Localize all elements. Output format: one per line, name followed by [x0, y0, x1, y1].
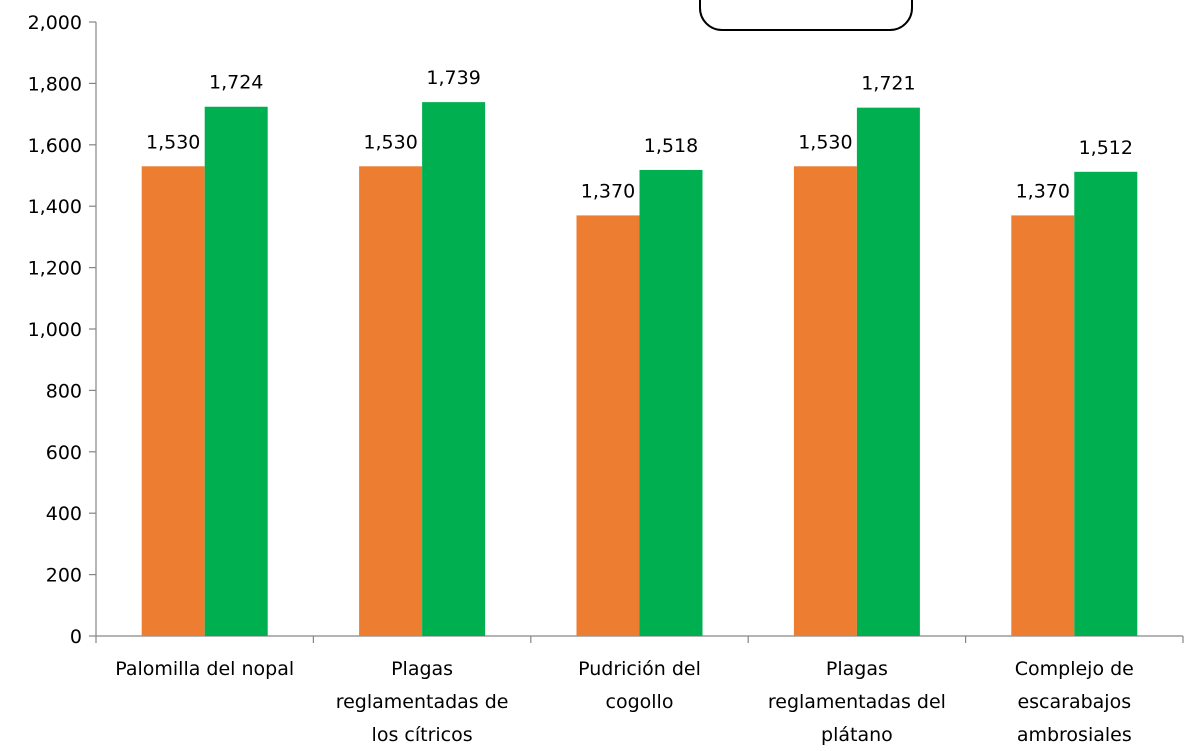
bar-data-label: 1,739 — [426, 67, 480, 89]
bar-series-2 — [1074, 171, 1138, 637]
bar-data-label: 1,724 — [209, 72, 263, 94]
y-tick-label: 1,200 — [28, 258, 82, 280]
y-tick-label: 2,000 — [28, 12, 82, 34]
bar-data-label: 1,721 — [861, 73, 915, 95]
bars — [141, 102, 1138, 637]
bar-data-label: 1,370 — [1016, 180, 1070, 202]
bar-data-label: 1,530 — [146, 131, 200, 153]
bar-series-1 — [141, 166, 205, 637]
y-axis: 0 200 400 600 800 1,000 1,200 1,400 1,600 1,800 2,… — [28, 12, 97, 648]
y-tick-label: 1,400 — [28, 196, 82, 218]
bar-series-2 — [639, 169, 703, 636]
y-tick-label: 1,600 — [28, 135, 82, 157]
x-category-label: Plagas reglamentadas del plátano — [768, 658, 946, 746]
bar-series-2 — [204, 106, 268, 637]
y-tick-label: 400 — [46, 503, 82, 525]
bar-data-label: 1,518 — [644, 135, 698, 157]
bar-data-label: 1,370 — [581, 180, 635, 202]
bar-data-label: 1,512 — [1079, 137, 1133, 159]
legend-box — [699, 0, 913, 31]
category-labels: Palomilla del nopal Plagas reglamentadas d… — [115, 658, 1134, 746]
bar-series-1 — [576, 215, 640, 636]
bar-series-2 — [856, 107, 920, 636]
y-tick-label: 1,000 — [28, 319, 82, 341]
bar-series-2 — [422, 102, 486, 636]
x-category-label: Palomilla del nopal — [115, 658, 294, 680]
bar-data-label: 1,530 — [363, 131, 417, 153]
x-category-label: Pudrición del cogollo — [578, 658, 701, 713]
y-tick-label: 1,800 — [28, 73, 82, 95]
x-category-label: Complejo de escarabajos ambrosiales — [1015, 658, 1134, 746]
bar-series-1 — [793, 166, 857, 637]
data-labels: 1,530 1,724 1,530 1,739 1,370 1,518 1,530 1,721… — [146, 67, 1133, 202]
y-tick-label: 800 — [46, 380, 82, 402]
bar-series-1 — [1011, 215, 1075, 636]
bar-series-1 — [359, 166, 423, 637]
y-tick-label: 0 — [70, 626, 82, 648]
bar-data-label: 1,530 — [798, 131, 852, 153]
x-category-label: Plagas reglamentadas de los cítricos — [336, 658, 509, 746]
y-tick-label: 600 — [46, 442, 82, 464]
y-tick-label: 200 — [46, 565, 82, 587]
